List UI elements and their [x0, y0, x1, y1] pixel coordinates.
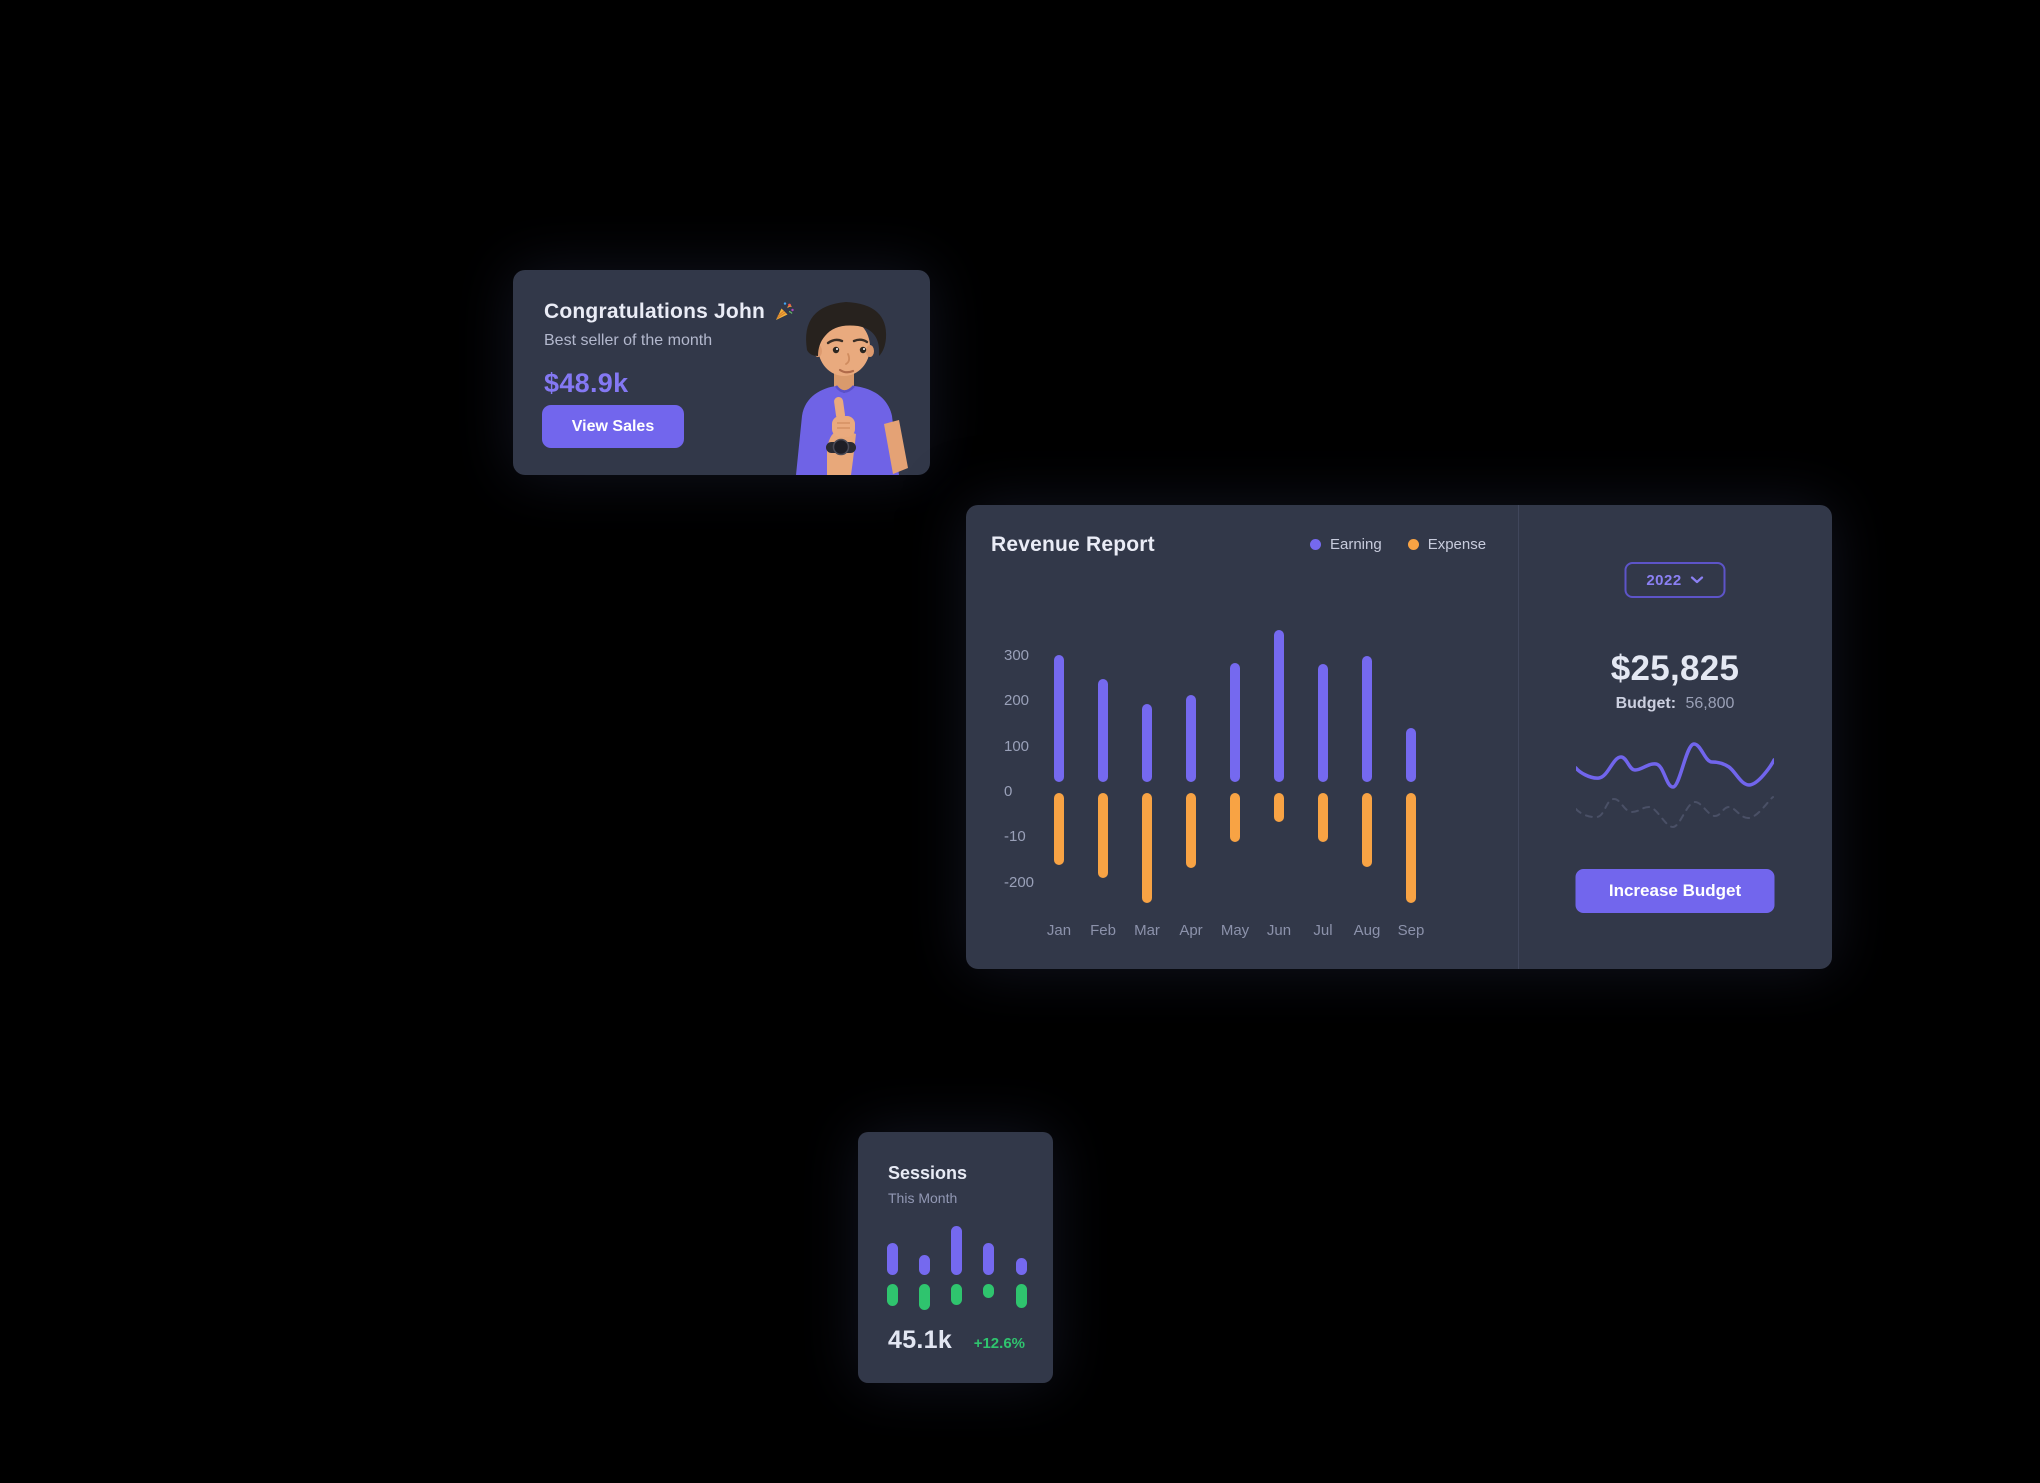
y-axis-tick: 0 [1004, 782, 1013, 800]
earning-bar [1274, 629, 1284, 782]
revenue-report-card: Revenue Report Earning Expense 300 200 100… [966, 505, 1832, 969]
session-down-bar [918, 1284, 930, 1310]
session-up-bar [886, 1243, 898, 1275]
x-axis-month-label: May [1220, 922, 1250, 939]
sessions-card: Sessions This Month 45.1k +12.6% [858, 1132, 1053, 1383]
x-axis-month-label: Mar [1134, 922, 1160, 939]
earning-bar [1406, 728, 1416, 782]
y-axis-tick: 200 [1004, 692, 1030, 710]
session-down-bar [983, 1284, 995, 1298]
y-axis-tick: 300 [1004, 647, 1030, 664]
sparkline-dashed [1576, 796, 1774, 829]
year-selector[interactable]: 2022 [1624, 562, 1726, 598]
trend-sparkline [1576, 742, 1774, 829]
session-up-bar [983, 1243, 995, 1275]
y-axis-tick: 100 [1004, 737, 1030, 755]
x-axis-month-label: Sep [1397, 922, 1425, 939]
sessions-title: Sessions [888, 1163, 968, 1183]
congrats-title: Congratulations John [544, 300, 765, 323]
legend-item-expense[interactable]: Expense [1407, 536, 1487, 553]
congrats-title-row: Congratulations John [544, 300, 795, 324]
sessions-value: 45.1k [888, 1326, 953, 1354]
x-axis-month-label: Aug [1353, 922, 1381, 939]
earning-bar [1318, 663, 1328, 782]
congrats-amount: $48.9k [544, 368, 629, 398]
budget-panel: 2022 $25,825 Budget: 56,800 Increase Bud… [1518, 505, 1832, 969]
earning-bar [1054, 655, 1064, 782]
budget-line: Budget: 56,800 [1616, 695, 1735, 713]
session-down-bar [886, 1284, 898, 1306]
budget-value: 56,800 [1685, 695, 1735, 712]
session-down-bar [1015, 1284, 1027, 1308]
x-axis-month-label: Jul [1313, 922, 1333, 939]
revenue-bar-chart: 300 200 100 0 -10 -200 Jan Feb Mar Apr May Jun Jul Au… [966, 505, 1518, 969]
sessions-mini-chart [858, 1132, 1053, 1383]
chevron-down-icon [1691, 576, 1704, 584]
earning-bar [1098, 679, 1108, 782]
sessions-subtitle: This Month [888, 1190, 958, 1206]
legend-item-earning[interactable]: Earning [1310, 536, 1382, 553]
session-up-bar [951, 1226, 963, 1275]
earning-bar [1186, 695, 1196, 782]
congratulations-card: Congratulations John Best seller of the … [513, 270, 930, 475]
sessions-delta: +12.6% [973, 1335, 1025, 1352]
sessions-stat-row: 45.1k +12.6% [888, 1326, 1025, 1355]
view-sales-button[interactable]: View Sales [542, 405, 684, 448]
y-axis-tick: -200 [1004, 873, 1035, 891]
x-axis-month-label: Feb [1090, 922, 1116, 939]
session-down-bar [951, 1284, 963, 1305]
expense-bar [1230, 793, 1240, 842]
panel-divider [1518, 505, 1519, 969]
y-axis-tick: -10 [1004, 828, 1026, 846]
expense-bar [1186, 793, 1196, 869]
expense-dot-icon [1407, 539, 1419, 550]
congrats-subtitle: Best seller of the month [544, 332, 713, 349]
increase-budget-button[interactable]: Increase Budget [1575, 869, 1775, 913]
expense-bar [1054, 793, 1064, 865]
expense-bar [1362, 793, 1372, 868]
chart-legend: Earning Expense [1310, 536, 1486, 553]
revenue-title: Revenue Report [991, 533, 1155, 556]
earning-bar [1362, 656, 1372, 782]
seller-illustration [796, 302, 908, 475]
x-axis-month-label: Jun [1266, 922, 1292, 939]
earning-bar [1230, 662, 1240, 782]
expense-bar [1318, 793, 1328, 842]
expense-bar [1098, 793, 1108, 879]
x-axis-month-label: Jan [1046, 922, 1072, 939]
party-popper-icon [776, 302, 794, 320]
x-axis-month-label: Apr [1179, 922, 1203, 939]
year-value: 2022 [1646, 571, 1682, 589]
earning-bar [1142, 704, 1152, 782]
legend-label-earning: Earning [1330, 536, 1382, 553]
session-up-bar [918, 1255, 930, 1275]
budget-label: Budget: [1615, 695, 1677, 712]
sparkline-solid [1576, 742, 1774, 789]
expense-bar [1142, 793, 1152, 903]
legend-label-expense: Expense [1427, 536, 1487, 553]
expense-bar [1406, 793, 1416, 903]
session-up-bar [1015, 1258, 1027, 1275]
expense-bar [1274, 793, 1284, 822]
earning-dot-icon [1310, 539, 1321, 550]
total-amount: $25,825 [1610, 649, 1740, 688]
